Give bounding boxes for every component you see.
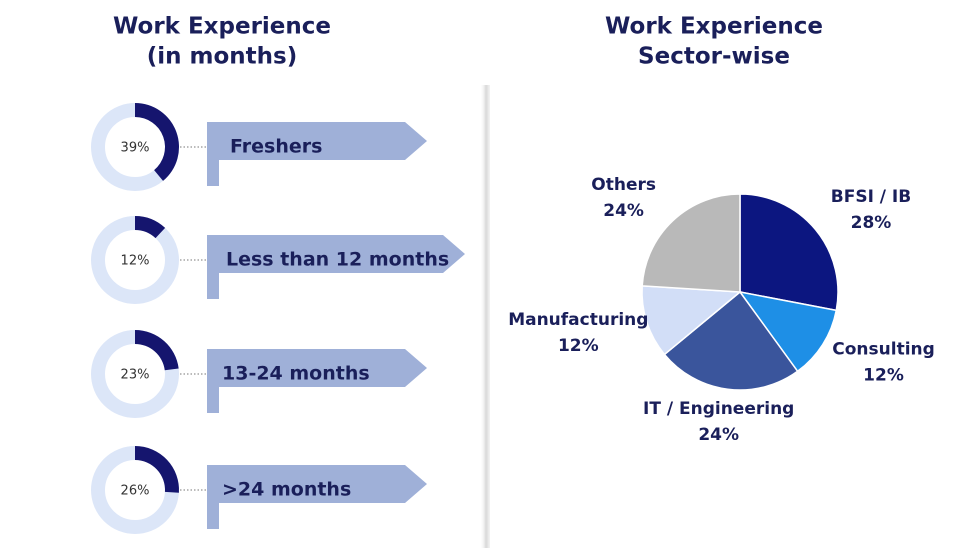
value-label: 24% — [603, 201, 644, 221]
slice-label: BFSI / IB — [831, 187, 911, 207]
category-label: Freshers — [230, 136, 322, 158]
label-banner — [207, 122, 427, 186]
pie-slice — [738, 290, 838, 373]
slice-label: Manufacturing — [508, 310, 648, 330]
category-label: 13-24 months — [222, 363, 370, 385]
divider — [480, 85, 490, 548]
gauge-arc — [135, 216, 166, 239]
gauge-arc — [135, 330, 179, 371]
value-label: 12% — [863, 366, 904, 386]
category-label: Less than 12 months — [226, 249, 449, 271]
chart-title: Work Experience — [113, 14, 331, 40]
value-label: 12% — [121, 254, 150, 269]
gauge-arc — [135, 103, 179, 181]
value-label: 23% — [121, 368, 150, 383]
value-label: 24% — [698, 425, 739, 445]
chart-title: Sector-wise — [638, 44, 790, 70]
chart-title: (in months) — [147, 44, 298, 70]
label-banner — [207, 465, 427, 529]
value-label: 39% — [121, 141, 150, 156]
gauge-arc — [135, 446, 179, 493]
slice-label: IT / Engineering — [643, 399, 794, 419]
label-banner — [207, 349, 427, 413]
slice-label: Consulting — [832, 340, 935, 360]
pie-slice — [663, 290, 799, 391]
slice-label: Others — [591, 175, 656, 195]
pie-slice — [739, 193, 839, 312]
pie-slice — [641, 193, 741, 293]
pie-slice — [641, 285, 742, 356]
category-label: >24 months — [222, 479, 351, 501]
value-label: 28% — [851, 213, 892, 233]
chart-title: Work Experience — [605, 14, 823, 40]
value-label: 12% — [558, 336, 599, 356]
value-label: 26% — [121, 484, 150, 499]
label-banner — [207, 235, 465, 299]
